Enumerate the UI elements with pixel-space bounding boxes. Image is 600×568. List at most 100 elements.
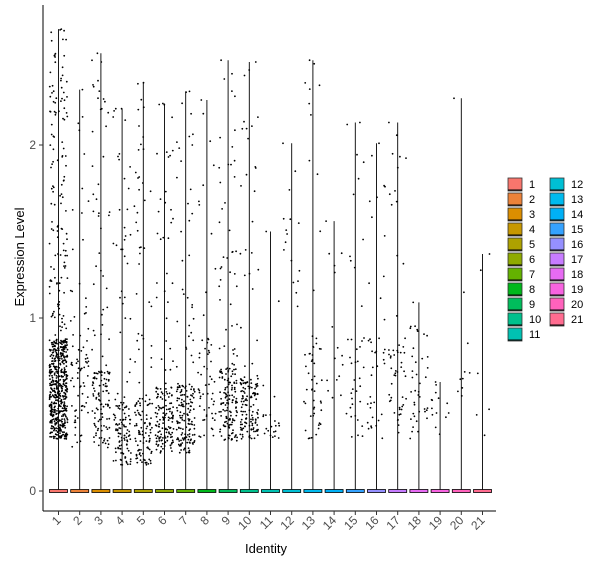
point — [181, 102, 184, 105]
point — [60, 339, 62, 342]
point — [435, 412, 438, 414]
point — [58, 289, 61, 292]
point — [53, 390, 56, 393]
point — [119, 448, 122, 450]
point — [56, 372, 59, 374]
point — [283, 249, 285, 251]
point — [142, 136, 145, 138]
point — [51, 84, 54, 87]
point — [383, 318, 386, 321]
point — [245, 413, 248, 416]
point — [136, 461, 139, 464]
point — [224, 387, 227, 389]
point — [87, 360, 90, 363]
point — [248, 69, 251, 71]
point — [91, 348, 93, 351]
point — [51, 422, 53, 424]
legend-key-16 — [549, 237, 565, 252]
point — [83, 312, 86, 315]
point — [63, 265, 65, 267]
point — [382, 358, 385, 361]
point — [142, 337, 145, 340]
point — [123, 434, 126, 437]
point — [61, 228, 64, 231]
point — [82, 238, 84, 241]
point — [62, 340, 64, 343]
point — [227, 403, 230, 405]
point — [240, 185, 242, 187]
violin-base-5 — [133, 489, 153, 493]
point — [220, 403, 223, 406]
point — [123, 437, 126, 440]
point — [108, 211, 111, 214]
point — [120, 401, 122, 404]
point — [74, 434, 77, 436]
point — [167, 237, 170, 240]
point — [256, 392, 259, 395]
point — [180, 390, 183, 393]
point — [205, 291, 207, 294]
point — [411, 430, 413, 433]
point — [313, 375, 316, 378]
point — [52, 381, 55, 383]
point — [121, 464, 124, 466]
point — [262, 415, 265, 418]
point — [150, 357, 153, 359]
point — [177, 443, 180, 446]
point — [178, 451, 181, 454]
point — [176, 438, 178, 441]
point — [157, 409, 160, 411]
point — [297, 280, 299, 282]
point — [236, 355, 239, 357]
point — [57, 347, 60, 350]
point — [159, 451, 162, 454]
point — [425, 409, 428, 412]
point — [250, 405, 252, 408]
point — [377, 419, 380, 422]
point — [125, 425, 127, 428]
point — [254, 167, 257, 169]
point — [347, 338, 349, 341]
point — [61, 389, 63, 392]
point — [188, 411, 191, 413]
point — [106, 389, 108, 392]
point — [151, 426, 153, 429]
point — [51, 221, 53, 223]
point — [66, 96, 68, 98]
point — [145, 394, 148, 397]
point — [370, 402, 372, 405]
point — [183, 419, 186, 422]
point — [57, 305, 60, 308]
point — [140, 418, 143, 421]
point — [149, 431, 152, 434]
point — [116, 424, 119, 426]
point — [66, 421, 69, 424]
point — [274, 430, 277, 433]
point — [286, 233, 288, 235]
point — [98, 418, 101, 421]
point — [257, 268, 260, 271]
point — [192, 133, 194, 136]
point — [58, 282, 61, 285]
point — [62, 341, 65, 344]
legend-key-8 — [507, 282, 523, 297]
point — [225, 395, 228, 398]
point — [50, 381, 53, 384]
point — [65, 385, 67, 387]
point — [172, 406, 175, 408]
point — [202, 419, 205, 421]
point — [398, 408, 401, 411]
point — [92, 85, 95, 88]
point — [129, 166, 132, 168]
point — [453, 97, 455, 100]
point — [103, 372, 106, 374]
point — [400, 408, 403, 411]
point — [104, 403, 107, 406]
point — [359, 400, 362, 403]
violin-base-8 — [197, 489, 217, 493]
point — [383, 362, 386, 365]
point — [248, 272, 251, 275]
point — [161, 398, 164, 400]
point — [86, 357, 89, 359]
